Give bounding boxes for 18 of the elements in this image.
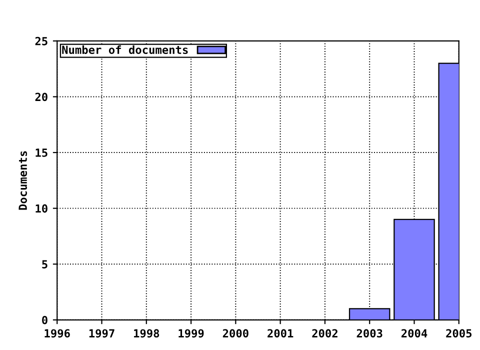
x-tick-label: 1996 <box>44 329 70 338</box>
y-axis-title: Documents <box>18 151 28 210</box>
x-tick-label: 1999 <box>178 329 204 338</box>
y-tick-label: 10 <box>36 204 48 213</box>
y-tick-label: 5 <box>42 260 48 268</box>
x-tick-label: 2003 <box>356 329 382 338</box>
x-tick-label: 1997 <box>89 329 114 338</box>
y-tick-label: 25 <box>35 36 48 46</box>
y-tick-label: 20 <box>35 92 48 102</box>
x-tick-label: 2004 <box>401 329 428 338</box>
y-tick-label: 0 <box>42 316 48 324</box>
x-tick-label: 2005 <box>446 329 472 338</box>
x-tick-label: 2000 <box>222 329 248 338</box>
x-tick-label: 1998 <box>134 329 160 338</box>
x-tick-label: 2002 <box>312 329 338 338</box>
y-tick-label: 15 <box>36 148 48 157</box>
legend-label: Number of documents <box>62 45 188 54</box>
x-tick-label: 2001 <box>268 329 294 338</box>
